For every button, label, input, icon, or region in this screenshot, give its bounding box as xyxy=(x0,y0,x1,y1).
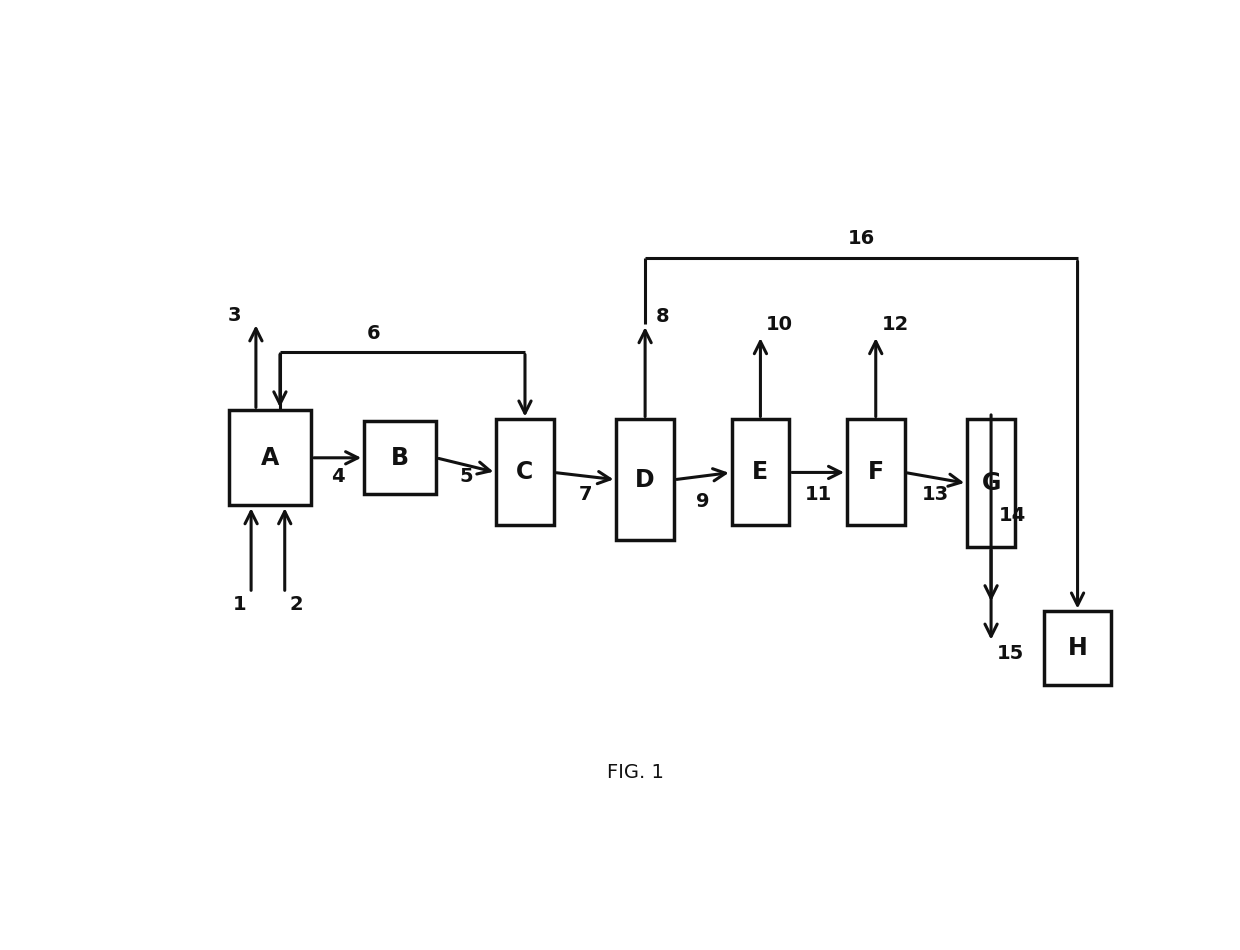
Text: F: F xyxy=(868,461,884,484)
Text: 7: 7 xyxy=(578,484,591,504)
Bar xyxy=(229,410,311,505)
Text: 3: 3 xyxy=(228,306,242,325)
Text: 9: 9 xyxy=(696,492,709,511)
Text: 16: 16 xyxy=(848,229,875,248)
Text: FIG. 1: FIG. 1 xyxy=(608,763,663,782)
Bar xyxy=(732,419,789,525)
Text: D: D xyxy=(635,467,655,492)
Text: 11: 11 xyxy=(805,484,832,504)
Bar xyxy=(616,419,675,541)
Text: 4: 4 xyxy=(331,466,345,485)
Text: E: E xyxy=(753,461,769,484)
Bar xyxy=(967,419,1016,547)
Text: 13: 13 xyxy=(923,484,950,504)
Text: G: G xyxy=(981,471,1001,495)
Text: 1: 1 xyxy=(233,595,247,614)
Text: 15: 15 xyxy=(997,644,1024,663)
Text: C: C xyxy=(516,461,533,484)
Text: 12: 12 xyxy=(882,314,909,333)
Bar xyxy=(496,419,554,525)
Text: 14: 14 xyxy=(998,506,1025,525)
Text: H: H xyxy=(1068,636,1087,660)
Text: 2: 2 xyxy=(289,595,303,614)
Text: 8: 8 xyxy=(656,308,670,327)
Text: 10: 10 xyxy=(766,314,794,333)
Text: 6: 6 xyxy=(367,324,381,343)
Text: A: A xyxy=(262,446,279,470)
Text: B: B xyxy=(391,446,409,470)
Text: 5: 5 xyxy=(459,466,472,485)
Bar xyxy=(847,419,905,525)
Bar xyxy=(1044,612,1111,685)
Bar xyxy=(365,421,436,494)
